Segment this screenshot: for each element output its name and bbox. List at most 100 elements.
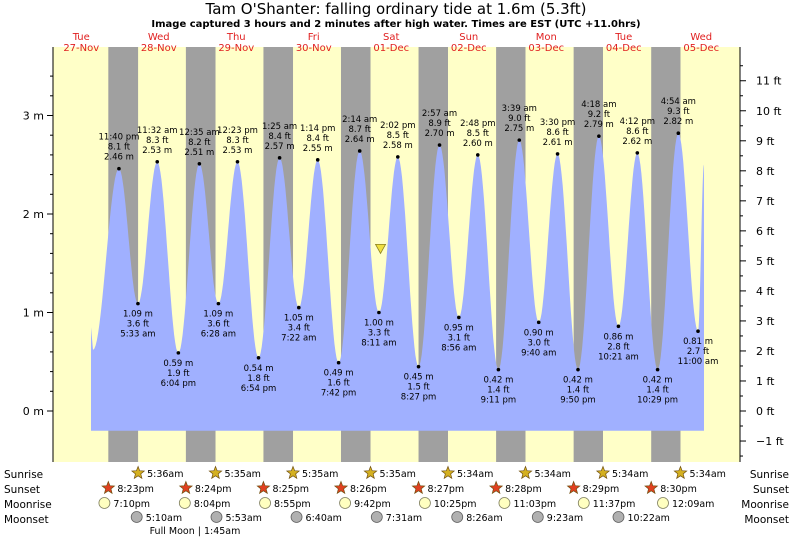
y-tick-label-ft: 3 ft	[756, 315, 775, 328]
tide-point	[117, 166, 121, 171]
low-tide-m: 0.45 m	[404, 373, 434, 383]
moonrise-time: 8:04pm	[194, 499, 231, 510]
tide-point	[496, 367, 501, 372]
sunset-star-icon	[411, 480, 426, 495]
high-tide-ft: 8.3 ft	[226, 136, 249, 146]
sunrise-star-icon	[363, 465, 378, 480]
sunrise-star-icon	[285, 465, 301, 480]
low-tide-time: 8:11 am	[361, 339, 396, 349]
low-tide-m: 1.00 m	[364, 319, 394, 329]
low-tide-time: 7:22 am	[281, 334, 316, 344]
tide-point	[655, 367, 660, 372]
low-tide-ft: 1.4 ft	[646, 386, 669, 396]
low-tide-m: 0.42 m	[643, 376, 673, 386]
high-tide-time: 4:54 am	[661, 97, 696, 107]
day-name: Wed	[690, 32, 712, 43]
moonrise-icon	[657, 497, 669, 509]
sunset-time: 8:29pm	[583, 484, 620, 495]
high-tide-m: 2.51 m	[184, 148, 214, 158]
moonset-time: 5:10am	[146, 513, 182, 524]
moonset-time: 9:23am	[547, 513, 583, 524]
current-level-marker	[374, 244, 387, 255]
low-tide-m: 0.90 m	[524, 328, 554, 338]
axes: 0 m 1 m 2 m 3 m −1 ft 0 ft 1 ft 2 ft 3 ft 4 ft 5 f…	[23, 47, 784, 462]
tide-point	[576, 367, 580, 372]
tide-point	[517, 138, 522, 142]
high-tide-ft: 8.1 ft	[108, 143, 131, 153]
moonset-icon	[290, 511, 303, 523]
high-tide-m: 2.64 m	[345, 135, 375, 145]
tide-point	[696, 329, 700, 334]
high-tide-ft: 8.5 ft	[467, 129, 490, 139]
tide-point	[256, 356, 261, 360]
day-name: Sun	[459, 32, 478, 43]
day-date: 05-Dec	[683, 43, 719, 54]
low-tide-time: 6:04 pm	[161, 379, 196, 389]
day-date: 01-Dec	[373, 43, 409, 54]
y-tick-label-m: 1 m	[23, 307, 44, 320]
moonset-icon	[130, 511, 143, 523]
moonrise-icon	[577, 497, 590, 509]
sunrise-star-icon	[131, 465, 146, 480]
high-tide-time: 1:14 pm	[300, 124, 335, 134]
sunset-row-label-left: Sunset	[4, 484, 40, 496]
y-tick-label-ft: 5 ft	[756, 255, 775, 268]
sunrise-star-icon	[673, 465, 688, 480]
tide-point	[457, 315, 461, 320]
sunset-star-icon	[178, 480, 194, 495]
y-tick-label-m: 2 m	[23, 208, 44, 221]
moonrise-time: 11:37pm	[593, 499, 636, 510]
y-tick-label-m: 3 m	[23, 110, 44, 123]
high-tide-m: 2.60 m	[463, 139, 493, 149]
sunrise-star-icon	[595, 465, 611, 480]
tide-point	[155, 159, 160, 164]
high-tide-ft: 8.5 ft	[387, 131, 410, 141]
low-tide-time: 9:40 am	[521, 348, 556, 358]
tide-point	[277, 156, 282, 160]
low-tide-ft: 3.0 ft	[528, 338, 551, 348]
moonrise-time: 11:03pm	[513, 499, 556, 510]
low-tide-ft: 3.6 ft	[207, 320, 230, 330]
sunrise-star-icon	[518, 465, 533, 480]
tide-point	[555, 152, 560, 156]
high-tide-m: 2.53 m	[223, 146, 253, 156]
moonrise-time: 10:25pm	[434, 499, 477, 510]
moonset-icon	[612, 511, 625, 523]
low-tide-time: 9:11 pm	[481, 396, 516, 406]
high-tide-ft: 9.2 ft	[588, 110, 611, 120]
high-tide-m: 2.55 m	[303, 144, 333, 154]
low-tide-time: 8:27 pm	[401, 393, 436, 403]
moonset-icon	[531, 511, 544, 523]
low-tide-m: 1.09 m	[203, 310, 233, 320]
y-tick-label-ft: 0 ft	[756, 405, 775, 418]
sunset-time: 8:27pm	[428, 484, 465, 495]
low-tide-time: 7:42 pm	[321, 389, 356, 399]
tide-point	[315, 158, 320, 162]
tide-point	[297, 305, 301, 310]
day-name: Tue	[614, 32, 632, 43]
moonset-icon	[370, 511, 383, 523]
low-tide-ft: 1.5 ft	[407, 383, 430, 393]
day-name: Tue	[72, 32, 90, 43]
high-tide-ft: 9.3 ft	[667, 107, 690, 117]
low-tide-time: 6:54 pm	[241, 384, 276, 394]
high-tide-time: 11:40 pm	[99, 133, 140, 143]
high-tide-m: 2.57 m	[265, 142, 295, 152]
sunrise-time: 5:35am	[380, 469, 416, 480]
low-tide-time: 10:21 am	[598, 352, 639, 362]
sunrise-star-icon	[208, 465, 223, 480]
high-tide-m: 2.82 m	[663, 117, 693, 127]
sunrise-time: 5:35am	[225, 469, 261, 480]
tide-point	[676, 131, 681, 136]
sunrise-row-label-right: Sunrise	[750, 469, 789, 481]
low-tide-ft: 3.3 ft	[368, 329, 391, 339]
day-name: Mon	[536, 32, 557, 43]
moonset-icon	[210, 511, 223, 523]
high-tide-m: 2.70 m	[425, 129, 455, 139]
sunset-star-icon	[488, 480, 504, 495]
high-tide-ft: 8.9 ft	[428, 119, 451, 129]
day-headers: Tue27-NovWed28-NovThu29-NovFri30-NovSat0…	[63, 32, 719, 54]
low-tide-time: 9:50 pm	[560, 396, 595, 406]
high-tide-m: 2.58 m	[383, 141, 413, 151]
